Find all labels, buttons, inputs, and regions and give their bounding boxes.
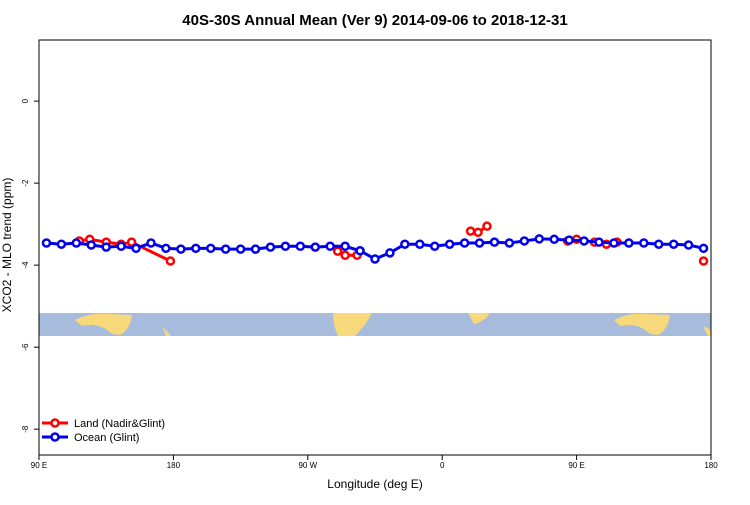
point bbox=[265, 242, 276, 252]
point bbox=[429, 241, 440, 252]
point bbox=[400, 239, 410, 249]
point bbox=[205, 243, 216, 254]
plot-frame bbox=[38, 39, 712, 456]
point bbox=[126, 237, 137, 247]
point bbox=[474, 238, 485, 248]
x-tick-label: 0 bbox=[440, 461, 445, 470]
point bbox=[340, 250, 350, 261]
point bbox=[131, 243, 141, 254]
point bbox=[116, 241, 126, 252]
point bbox=[370, 254, 380, 264]
point bbox=[459, 238, 470, 248]
point bbox=[683, 240, 694, 250]
point bbox=[165, 256, 176, 266]
x-axis-label: Longitude (deg E) bbox=[327, 477, 422, 491]
point bbox=[146, 238, 156, 248]
point bbox=[71, 238, 82, 248]
point bbox=[519, 236, 530, 246]
legend-label: Land (Nadir&Glint) bbox=[74, 418, 165, 430]
x-tick-label: 180 bbox=[167, 461, 181, 470]
x-tick-label: 90 W bbox=[298, 461, 317, 470]
point bbox=[415, 239, 425, 249]
point bbox=[161, 243, 171, 254]
point bbox=[101, 242, 111, 252]
point bbox=[594, 237, 604, 247]
point bbox=[250, 244, 261, 254]
chart-title: 40S-30S Annual Mean (Ver 9) 2014-09-06 t… bbox=[182, 12, 567, 29]
point bbox=[385, 248, 395, 258]
point bbox=[295, 241, 306, 252]
point bbox=[465, 226, 476, 236]
x-tick-label: 90 E bbox=[568, 461, 584, 470]
y-tick-label: -2 bbox=[21, 179, 30, 187]
point bbox=[41, 238, 52, 248]
point bbox=[332, 246, 343, 256]
point bbox=[698, 243, 709, 254]
point bbox=[191, 243, 201, 254]
point bbox=[639, 238, 649, 248]
point bbox=[668, 239, 679, 249]
point bbox=[549, 234, 559, 245]
point bbox=[56, 239, 67, 249]
point bbox=[444, 239, 455, 249]
legend-marker bbox=[50, 432, 60, 442]
point bbox=[473, 227, 483, 238]
legend-marker bbox=[50, 418, 60, 428]
point bbox=[504, 238, 515, 248]
point bbox=[340, 241, 350, 252]
point bbox=[564, 235, 574, 245]
point bbox=[235, 244, 246, 254]
map-strip bbox=[39, 313, 711, 336]
point bbox=[355, 246, 365, 256]
point bbox=[609, 238, 619, 248]
y-tick-label: -4 bbox=[21, 261, 30, 269]
point bbox=[176, 244, 186, 254]
point bbox=[220, 244, 231, 254]
point bbox=[310, 242, 321, 252]
point bbox=[624, 238, 634, 248]
x-tick-label: 180 bbox=[704, 461, 718, 470]
point bbox=[698, 256, 709, 266]
y-tick-label: -8 bbox=[21, 425, 30, 433]
legend-label: Ocean (Glint) bbox=[74, 432, 139, 444]
point bbox=[653, 239, 664, 249]
point bbox=[489, 237, 500, 247]
point bbox=[534, 234, 545, 244]
y-tick-label: -6 bbox=[21, 343, 30, 351]
point bbox=[86, 240, 97, 250]
point bbox=[482, 221, 492, 231]
x-tick-label: 90 E bbox=[31, 461, 47, 470]
y-axis-label: XCO2 - MLO trend (ppm) bbox=[0, 178, 14, 313]
point bbox=[325, 241, 335, 252]
point bbox=[280, 241, 291, 252]
point bbox=[579, 236, 589, 246]
y-tick-label: 0 bbox=[21, 98, 30, 103]
